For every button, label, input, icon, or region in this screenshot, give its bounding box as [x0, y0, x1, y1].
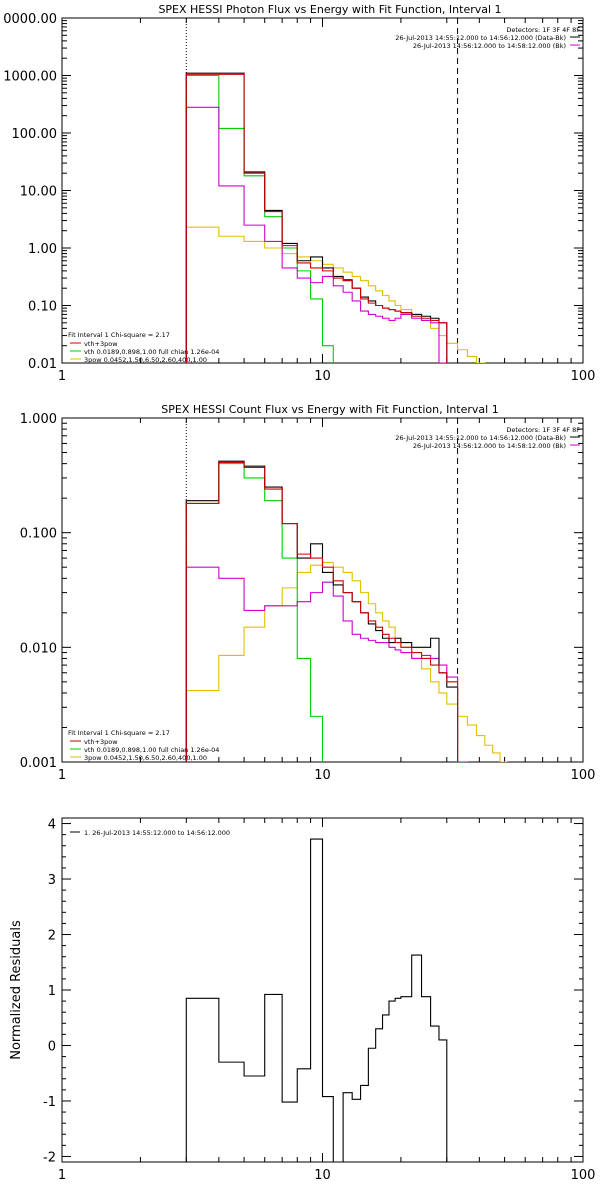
residuals-y-axis-label: Normalized Residuals	[9, 920, 24, 1060]
photon-flux-title: SPEX HESSI Photon Flux vs Energy with Fi…	[158, 3, 501, 16]
series-background	[185, 106, 448, 363]
series-background	[185, 566, 468, 762]
y-tick-label: -2	[43, 1150, 56, 1165]
series-data	[185, 460, 459, 762]
count-fit-legend-3pow: 3pow 0.0452,1.50,6.50,2.60,400,1.00	[84, 754, 207, 762]
y-tick-label: 100.00	[12, 127, 58, 142]
photon-fit-interval-text: Fit Interval 1 Chi-square = 2.17	[68, 331, 170, 339]
count-fit-legend-vth: vth 0.0189,0.898,1.00 full chian 1.26e-0…	[84, 746, 219, 754]
y-tick-label: 1	[48, 984, 56, 999]
count-detectors-label: Detectors: 1F 3F 4F 8F	[506, 426, 580, 434]
y-tick-label: 0.100	[20, 527, 57, 542]
x-tick-label: 100	[571, 768, 596, 783]
photon-flux-panel: SPEX HESSI Photon Flux vs Energy with Fi…	[3, 3, 595, 384]
x-tick-label: 100	[571, 1168, 596, 1183]
y-tick-label: 3	[48, 873, 56, 888]
photon-fit-legend-3pow: 3pow 0.0452,1.50,6.50,2.60,400,1.00	[84, 356, 207, 364]
photon-fit-legend-total: vth+3pow	[84, 340, 118, 348]
count-fit-legend-total: vth+3pow	[84, 738, 118, 746]
y-tick-label: 0	[48, 1039, 56, 1054]
y-tick-label: 1.000	[20, 412, 57, 427]
count-flux-title: SPEX HESSI Count Flux vs Energy with Fit…	[161, 403, 498, 416]
series-vth	[185, 74, 334, 363]
y-tick-label: 0.01	[28, 357, 57, 372]
count-legend-entry-bk: 26-Jul-2013 14:56:12.000 to 14:58:12.000…	[413, 442, 566, 450]
photon-legend-entry-bk: 26-Jul-2013 14:56:12.000 to 14:58:12.000…	[413, 42, 566, 50]
x-tick-label: 1	[58, 369, 66, 384]
series-3pow	[185, 561, 508, 762]
y-tick-label: 10.00	[20, 185, 57, 200]
series-3pow	[185, 226, 486, 363]
residuals-legend-entry: 1. 26-Jul-2013 14:55:12.000 to 14:56:12.…	[84, 829, 230, 837]
series-total-fit	[185, 73, 448, 363]
series-residuals	[185, 838, 459, 1162]
y-tick-label: 0.010	[20, 641, 57, 656]
y-tick-label: 0.10	[28, 300, 57, 315]
x-tick-label: 1	[58, 768, 66, 783]
y-tick-label: 0000.00	[3, 12, 57, 27]
residuals-panel: Normalized Residuals 1. 26-Jul-2013 14:5…	[9, 817, 596, 1183]
photon-legend-entry-data: 26-Jul-2013 14:55:12.000 to 14:56:12.000…	[395, 34, 566, 42]
count-legend-entry-data: 26-Jul-2013 14:55:12.000 to 14:56:12.000…	[395, 434, 566, 442]
y-tick-label: 1000.00	[3, 70, 57, 85]
series-total-fit	[185, 461, 459, 762]
series-data	[185, 72, 448, 363]
x-tick-label: 100	[571, 369, 596, 384]
y-tick-label: -1	[43, 1095, 56, 1110]
count-flux-panel: SPEX HESSI Count Flux vs Energy with Fit…	[20, 403, 596, 783]
y-tick-label: 4	[48, 818, 56, 833]
photon-detectors-label: Detectors: 1F 3F 4F 8F	[506, 26, 580, 34]
series-vth	[185, 463, 324, 762]
y-tick-label: 0.001	[20, 756, 57, 771]
y-tick-label: 1.00	[28, 242, 57, 257]
photon-fit-legend-vth: vth 0.0189,0.898,1.00 full chian 1.26e-0…	[84, 348, 219, 356]
x-tick-label: 10	[314, 369, 331, 384]
y-tick-label: 2	[48, 929, 56, 944]
x-tick-label: 1	[58, 1168, 66, 1183]
count-fit-interval-text: Fit Interval 1 Chi-square = 2.17	[68, 729, 170, 737]
x-tick-label: 10	[314, 1168, 331, 1183]
x-tick-label: 10	[314, 768, 331, 783]
